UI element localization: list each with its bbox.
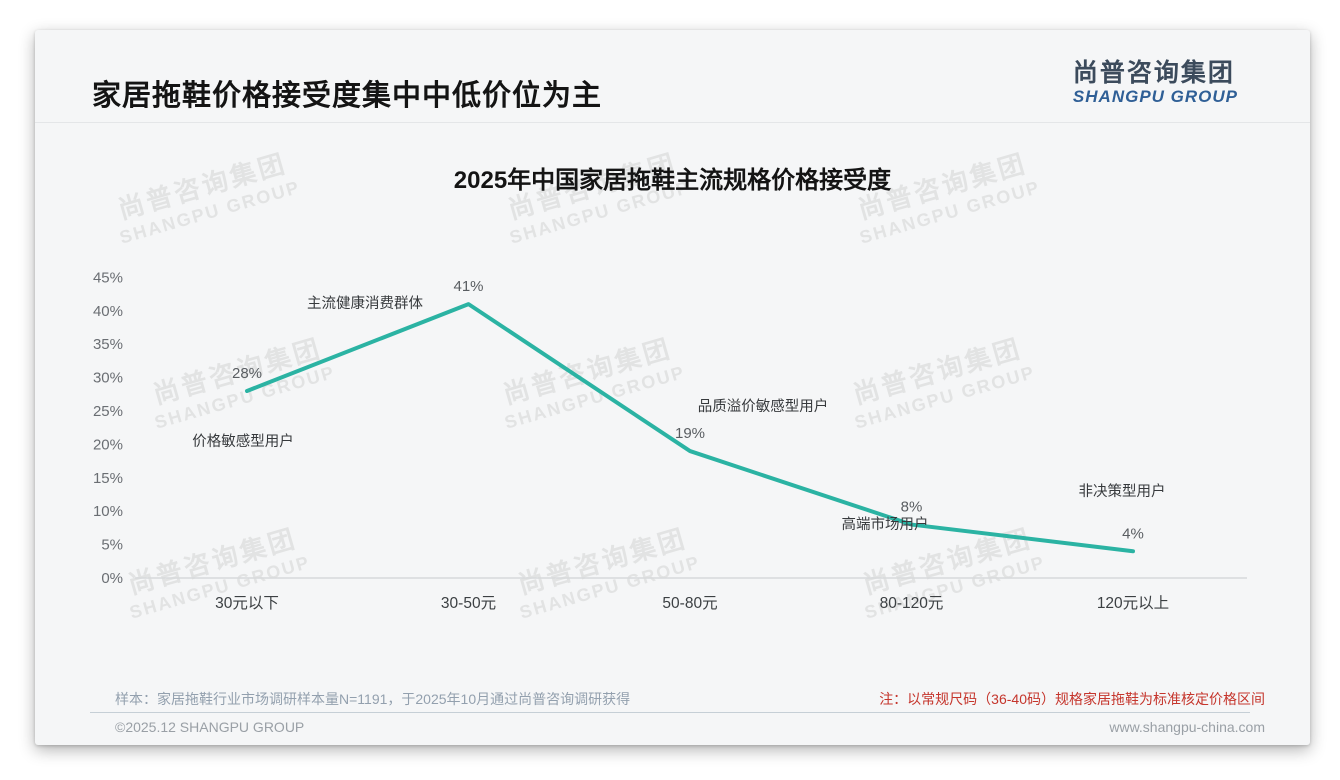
annotation-label: 非决策型用户 xyxy=(1079,483,1166,500)
price-acceptance-chart: 0% 5% 10% 15% 20% 25% 30% 35% 40% 45% 30元以下 30-50元 5… xyxy=(93,269,1247,612)
annotation-label: 品质溢价敏感型用户 xyxy=(698,398,829,415)
company-logo: 尚普咨询集团 SHANGPU GROUP xyxy=(1072,59,1238,106)
y-axis-tick-label: 25% xyxy=(93,403,123,420)
annotation-label: 价格敏感型用户 xyxy=(192,433,294,450)
y-axis-tick-label: 45% xyxy=(93,269,123,286)
x-axis-category-label: 120元以上 xyxy=(1097,594,1169,612)
chart-title: 2025年中国家居拖鞋主流规格价格接受度 xyxy=(453,167,892,194)
annotation-label: 高端市场用户 xyxy=(842,516,929,533)
website-text: www.shangpu-china.com xyxy=(1109,719,1265,735)
data-point-label: 19% xyxy=(675,425,705,442)
sample-note: 样本：家居拖鞋行业市场调研样本量N=1191，于2025年10月通过尚普咨询调研… xyxy=(115,691,631,707)
y-axis-tick-label: 5% xyxy=(101,537,123,554)
y-axis-tick-label: 20% xyxy=(93,436,123,453)
copyright-text: ©2025.12 SHANGPU GROUP xyxy=(115,719,305,735)
logo-chinese-text: 尚普咨询集团 xyxy=(1072,59,1235,87)
y-axis-tick-label: 30% xyxy=(93,370,123,387)
y-axis-tick-label: 15% xyxy=(93,470,123,487)
x-axis-category-label: 30元以下 xyxy=(215,595,279,612)
x-axis-category-label: 30-50元 xyxy=(441,595,496,612)
y-axis-tick-label: 0% xyxy=(101,570,123,587)
y-axis-tick-label: 40% xyxy=(93,303,123,320)
acceptance-line-series xyxy=(245,302,1135,554)
report-slide: 家居拖鞋价格接受度集中中低价位为主 尚普咨询集团 SHANGPU GROUP 2… xyxy=(35,30,1310,745)
data-point-label: 4% xyxy=(1122,525,1144,542)
x-axis-category-label: 80-120元 xyxy=(880,595,944,612)
logo-english-text: SHANGPU GROUP xyxy=(1072,86,1238,106)
footer-divider xyxy=(90,712,1250,713)
price-range-note: 注：以常规尺码（36-40码）规格家居拖鞋为标准核定价格区间 xyxy=(879,691,1265,707)
data-point-label: 8% xyxy=(901,499,923,516)
y-axis-tick-label: 10% xyxy=(93,503,123,520)
annotation-label: 主流健康消费群体 xyxy=(307,295,423,312)
page-title: 家居拖鞋价格接受度集中中低价位为主 xyxy=(92,80,603,112)
data-point-label: 28% xyxy=(232,365,262,382)
x-axis-category-label: 50-80元 xyxy=(662,595,717,612)
y-axis-tick-label: 35% xyxy=(93,336,123,353)
data-point-label: 41% xyxy=(453,278,483,295)
header-divider xyxy=(35,122,1310,123)
